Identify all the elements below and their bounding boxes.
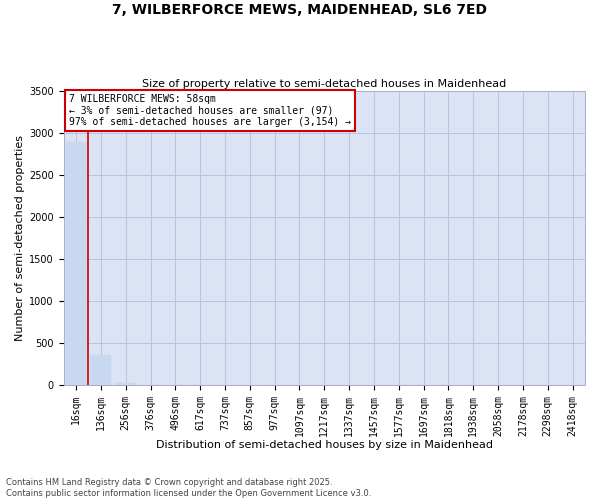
Text: 7, WILBERFORCE MEWS, MAIDENHEAD, SL6 7ED: 7, WILBERFORCE MEWS, MAIDENHEAD, SL6 7ED xyxy=(113,2,487,16)
Bar xyxy=(91,355,112,385)
Title: Size of property relative to semi-detached houses in Maidenhead: Size of property relative to semi-detach… xyxy=(142,79,506,89)
Y-axis label: Number of semi-detached properties: Number of semi-detached properties xyxy=(15,135,25,341)
Text: Contains HM Land Registry data © Crown copyright and database right 2025.
Contai: Contains HM Land Registry data © Crown c… xyxy=(6,478,371,498)
Text: 7 WILBERFORCE MEWS: 58sqm
← 3% of semi-detached houses are smaller (97)
97% of s: 7 WILBERFORCE MEWS: 58sqm ← 3% of semi-d… xyxy=(69,94,351,128)
X-axis label: Distribution of semi-detached houses by size in Maidenhead: Distribution of semi-detached houses by … xyxy=(156,440,493,450)
Bar xyxy=(65,142,86,385)
Bar xyxy=(115,383,136,385)
